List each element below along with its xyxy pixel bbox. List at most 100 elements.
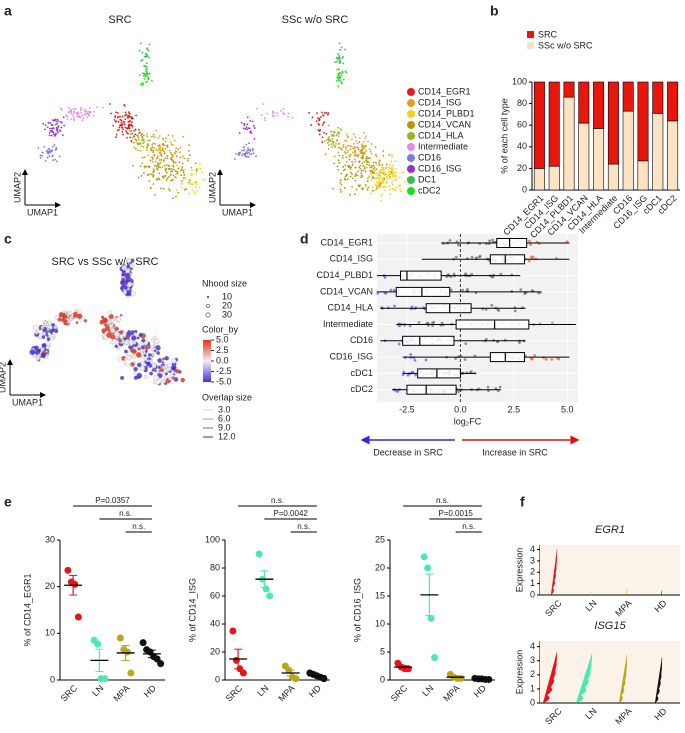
umap-point [363,166,366,169]
umap-point [55,120,58,123]
data-point [239,669,247,677]
umap-point [201,171,203,174]
umap-point [344,168,346,171]
umap-point [332,131,335,134]
umap-point [119,115,121,118]
umap-point [187,157,189,160]
colorbar-label: -5.0 [216,376,232,386]
umap-point [198,186,201,189]
umap-point [377,172,380,175]
significance-label: n.s. [436,496,449,505]
jitter-dot [529,243,533,246]
umap-point [367,157,370,159]
umap-point [191,188,194,191]
umap-point [323,112,326,114]
umap-point [137,176,140,179]
umap-point [363,160,366,163]
umap-point [77,116,80,118]
umap-point [271,112,274,115]
nhood-point [130,291,136,297]
umap-point [399,190,402,193]
umap-point [338,57,341,60]
umap-point [158,159,161,161]
umap-point [163,150,165,153]
umap-point [337,58,339,61]
umap-point [345,133,348,136]
umap-point [148,180,151,183]
umap-point [161,175,164,178]
umap-point [252,149,254,152]
nhood-point [126,264,130,268]
legend-title: Color_by [202,324,239,334]
umap-point [148,139,151,142]
umap-point [245,126,248,128]
umap-point [122,120,125,123]
umap-point [280,109,282,112]
umap-point [118,128,120,131]
umap-point [351,173,353,176]
nhood-point [125,331,132,338]
umap-point [187,181,190,184]
nhood-point [149,371,154,376]
bar-segment [578,81,590,124]
umap-point [371,186,374,189]
umap-point [351,151,354,154]
umap-point [347,149,350,152]
box-body [455,319,530,330]
umap-point [114,136,117,139]
umap-y-label: UMAP2 [207,172,217,203]
nhood-point [164,355,170,361]
legend-swatch [407,187,415,195]
umap-point [182,135,185,138]
umap-point [158,135,161,137]
umap-point [67,111,70,114]
umap-point [70,118,73,121]
legend-label: CD14_ISG [418,97,462,107]
nhood-point [110,341,114,345]
nhood-point [171,358,177,364]
nhood-point [133,371,137,375]
umap-point [151,146,154,149]
umap-point [153,169,156,172]
umap-point [157,149,159,152]
umap-point [49,122,52,124]
umap-point [271,114,274,117]
umap-point [119,124,122,127]
jitter-dot [408,324,412,328]
umap-point [195,186,198,189]
umap-point [141,82,144,84]
umap-point [342,169,345,172]
umap-point [244,153,247,156]
umap-point [349,193,352,196]
nhood-point [74,308,79,313]
nhood-point [54,315,60,320]
y-tick-label: 20 [45,581,55,591]
umap-point [335,142,338,145]
umap-point [169,141,172,143]
umap-point [131,126,134,129]
umap-point [369,150,372,153]
umap-point [170,158,173,161]
significance-label: P=0.0042 [273,509,308,518]
umap-point [183,157,186,160]
bar-segment [652,113,664,191]
legend-swatch [407,110,415,118]
umap-point [331,138,334,140]
umap-point [139,149,142,152]
legend-swatch [407,99,415,107]
umap-point [250,152,253,155]
y-tick-label: CD14_HLA [327,303,373,313]
umap-point [177,191,180,194]
umap-point [364,183,367,186]
umap-point [355,188,358,191]
umap-point [164,170,167,172]
umap-point [166,164,168,166]
nhood-point [128,339,134,346]
umap-point [149,173,152,176]
data-point [320,675,328,683]
nhood-point [123,362,128,366]
umap-point [235,152,237,155]
nhood-point [151,368,155,372]
umap-point [156,179,159,181]
umap-point [340,191,342,193]
